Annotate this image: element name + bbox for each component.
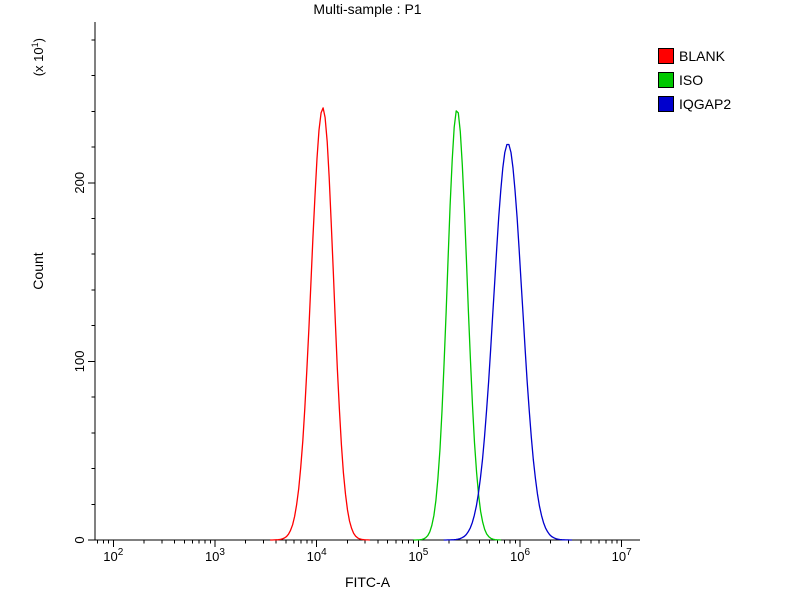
legend-item-blank: BLANK (658, 47, 731, 65)
legend-item-iqgap2: IQGAP2 (658, 95, 731, 113)
legend-label: BLANK (679, 48, 725, 64)
x-tick-label: 105 (408, 547, 428, 564)
y-axis-scale-suffix: ) (31, 38, 47, 43)
y-tick-label: 200 (72, 172, 87, 194)
axes (88, 22, 640, 547)
legend-swatch-iqgap2 (658, 96, 674, 112)
legend-swatch-blank (658, 48, 674, 64)
y-axis-scale-exponent: 1 (29, 42, 40, 48)
y-axis-scale-prefix: (x 10 (31, 47, 47, 77)
x-tick-label: 103 (205, 547, 225, 564)
legend-label: IQGAP2 (679, 96, 732, 112)
legend: BLANK ISO IQGAP2 (658, 47, 731, 119)
x-tick-label: 104 (307, 547, 327, 564)
curve-iso (413, 110, 502, 541)
y-tick-label: 100 (72, 351, 87, 373)
x-tick-label: 102 (103, 547, 123, 564)
y-axis-label: Count (30, 252, 46, 290)
curve-iqgap2 (443, 143, 572, 541)
x-tick-label: 106 (510, 547, 530, 564)
y-tick-label: 0 (72, 536, 87, 543)
x-axis-label: FITC-A (344, 574, 391, 590)
legend-item-iso: ISO (658, 71, 731, 89)
x-tick-label: 107 (612, 547, 632, 564)
legend-label: ISO (679, 72, 704, 88)
chart-title: Multi-sample : P1 (313, 1, 422, 17)
y-axis-scale-label: (x 101) (30, 27, 46, 87)
curve-blank (270, 107, 370, 541)
legend-swatch-iso (658, 72, 674, 88)
